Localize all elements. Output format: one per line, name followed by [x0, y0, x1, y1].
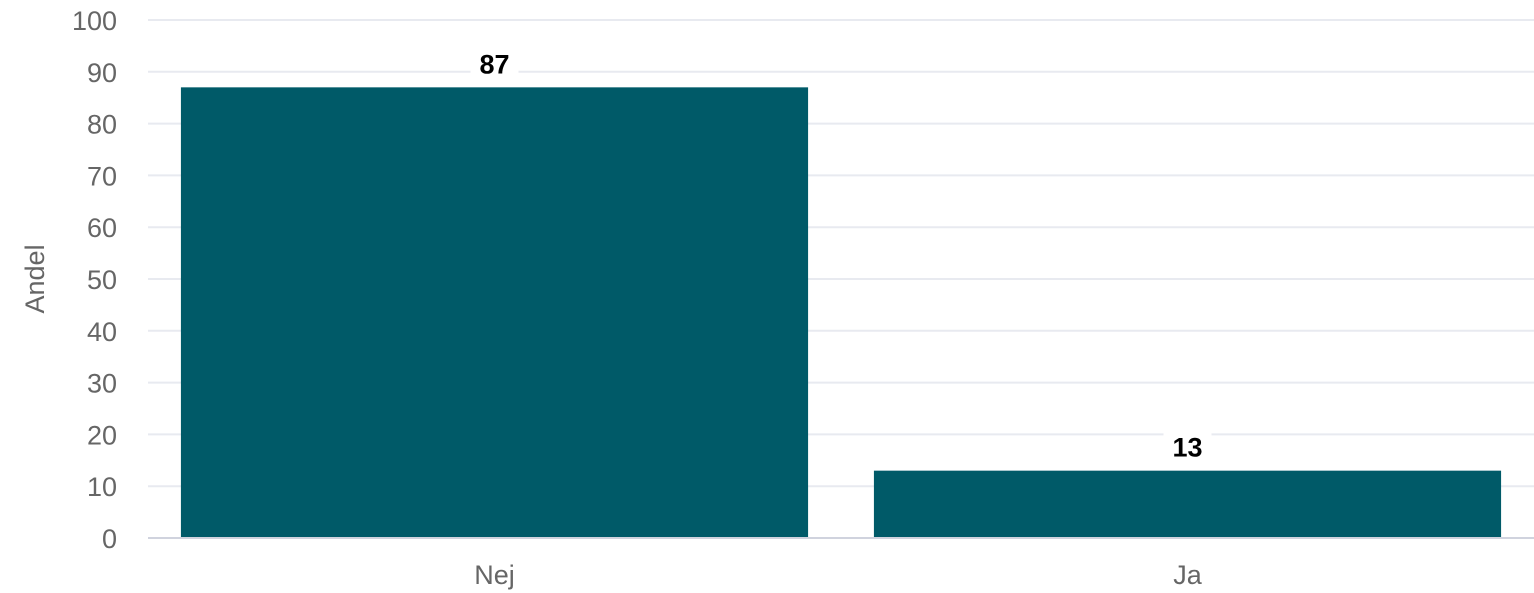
data-label: 13 — [1172, 433, 1202, 463]
y-tick-label: 10 — [87, 472, 117, 502]
y-tick-label: 30 — [87, 369, 117, 399]
y-tick-label: 80 — [87, 110, 117, 140]
y-tick-label: 40 — [87, 317, 117, 347]
bar — [873, 470, 1502, 538]
bars — [180, 87, 1502, 538]
x-tick-label: Nej — [474, 560, 515, 590]
x-tick-label: Ja — [1173, 560, 1203, 590]
y-tick-label: 60 — [87, 213, 117, 243]
y-tick-label: 0 — [102, 524, 117, 554]
data-label: 87 — [479, 49, 509, 79]
data-label-background — [1163, 426, 1212, 467]
data-labels: 87 13 — [470, 43, 1212, 467]
y-tick-label: 90 — [87, 58, 117, 88]
y-tick-label: 20 — [87, 420, 117, 450]
y-tick-label: 50 — [87, 265, 117, 295]
bar — [180, 87, 809, 538]
y-axis-title: Andel — [20, 244, 50, 313]
y-tick-label: 70 — [87, 161, 117, 191]
axes: 0 10 20 30 40 50 60 70 80 90 100 Nej Ja — [72, 6, 1534, 590]
y-tick-label: 100 — [72, 6, 117, 36]
data-label-background — [470, 43, 519, 84]
